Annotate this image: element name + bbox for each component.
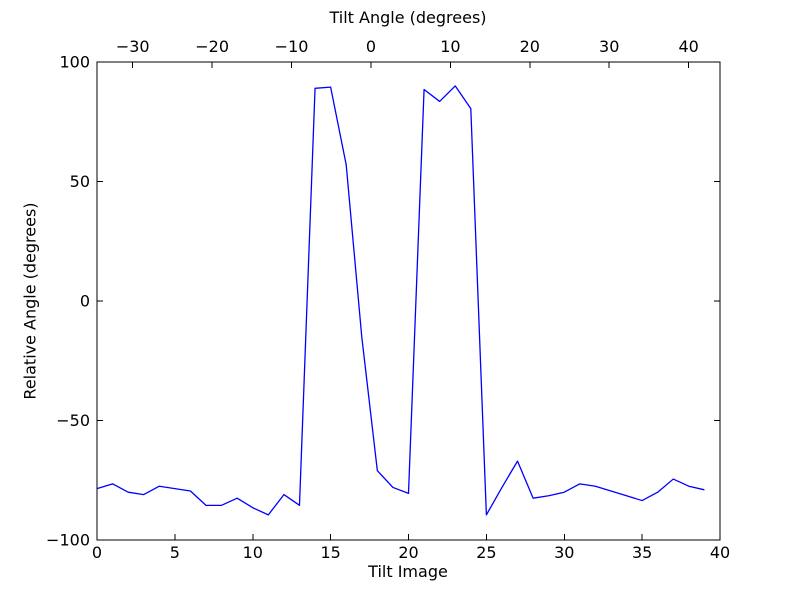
x-axis-label: Tilt Image <box>368 562 448 581</box>
x-tick-label: 15 <box>320 543 340 562</box>
top-tick-label: 40 <box>678 37 698 56</box>
plot-frame <box>96 61 721 541</box>
top-tick-label: 0 <box>366 37 376 56</box>
top-tick-label: 10 <box>440 37 460 56</box>
y-tick-label: 0 <box>80 292 90 311</box>
x-tick-label: 5 <box>170 543 180 562</box>
top-tick-label: −30 <box>116 37 150 56</box>
top-tick-label: 30 <box>599 37 619 56</box>
x-tick-label: 20 <box>398 543 418 562</box>
y-tick-label: 100 <box>59 53 90 72</box>
top-axis-label: Tilt Angle (degrees) <box>329 8 487 27</box>
y-tick-label: −100 <box>46 531 90 550</box>
data-line <box>96 85 705 516</box>
x-tick-label: 35 <box>632 543 652 562</box>
y-tick-label: 50 <box>70 172 90 191</box>
y-axis-label: Relative Angle (degrees) <box>20 202 40 400</box>
x-tick-label: 40 <box>710 543 730 562</box>
x-tick-label: 25 <box>476 543 496 562</box>
top-tick-label: 20 <box>520 37 540 56</box>
x-tick-label: 30 <box>554 543 574 562</box>
x-tick-label: 0 <box>92 543 102 562</box>
y-tick-label: −50 <box>56 411 90 430</box>
top-tick-label: −20 <box>195 37 229 56</box>
x-tick-label: 10 <box>243 543 263 562</box>
top-tick-label: −10 <box>275 37 309 56</box>
